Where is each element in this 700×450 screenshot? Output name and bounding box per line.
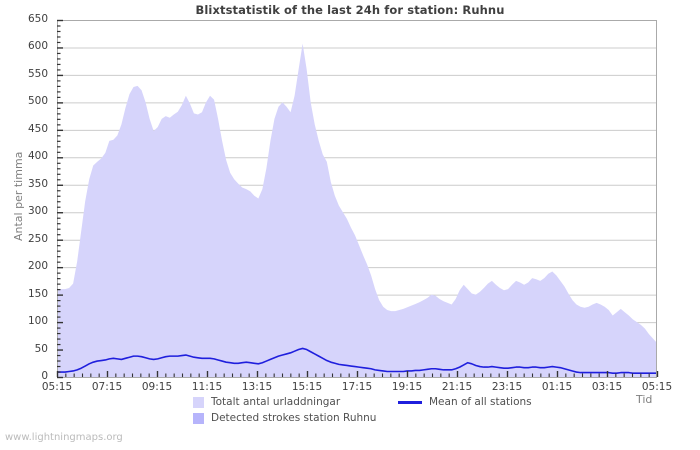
legend-label: Totalt antal urladdningar [211,396,341,408]
x-tick-label: 05:15 [641,381,673,393]
legend-line-marker [398,400,422,404]
y-tick-label: 600 [27,40,48,53]
y-tick-label: 650 [27,13,48,25]
legend-swatch-marker [193,412,204,424]
legend-item: Totalt antal urladdningar [193,396,340,408]
y-tick-label: 500 [27,95,48,108]
y-tick-label: 550 [27,67,48,80]
legend-label: Mean of all stations [429,396,532,408]
x-axis-label: Tid [636,393,653,406]
y-tick-label: 250 [27,232,48,245]
legend-item: Detected strokes station Ruhnu [193,412,376,424]
x-tick-label: 19:15 [391,381,423,393]
x-tick-label: 05:15 [41,381,73,393]
y-axis-label: Antal per timma [12,151,25,241]
x-tick-label: 09:15 [141,381,173,393]
y-tick-label: 400 [27,150,48,163]
y-tick-label: 150 [27,287,48,300]
x-tick-label: 01:15 [541,381,573,393]
y-tick-label: 200 [27,260,48,273]
legend-item: Mean of all stations [398,396,532,408]
y-tick-label: 100 [27,315,48,328]
legend-swatch-marker [193,396,204,408]
x-tick-label: 07:15 [91,381,123,393]
y-tick-label: 350 [27,177,48,190]
x-tick-label: 11:15 [191,381,223,393]
x-tick-label: 21:15 [441,381,473,393]
y-tick-label: 450 [27,122,48,135]
y-tick-label: 0 [41,370,48,382]
x-tick-label: 15:15 [291,381,323,393]
chart-title: Blixtstatistik of the last 24h for stati… [195,3,505,17]
x-tick-label: 23:15 [491,381,523,393]
legend-label: Detected strokes station Ruhnu [211,412,377,424]
watermark: www.lightningmaps.org [5,432,123,443]
y-tick-label: 300 [27,205,48,218]
y-tick-label: 50 [34,342,48,355]
x-tick-label: 03:15 [591,381,623,393]
x-tick-label: 17:15 [341,381,373,393]
x-tick-label: 13:15 [241,381,273,393]
